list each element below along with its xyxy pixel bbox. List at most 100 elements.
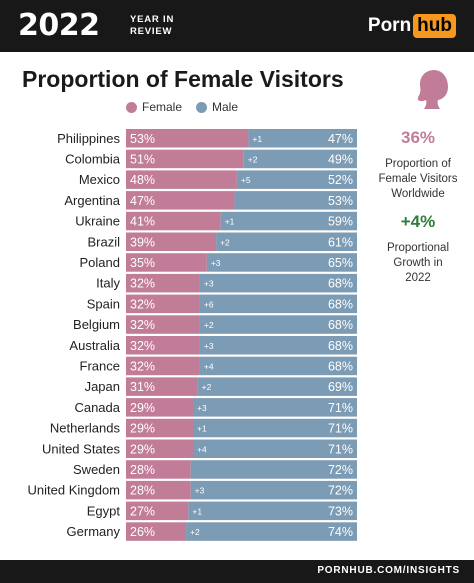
data-label-male: 61% [328, 235, 353, 249]
year-in-review-label: YEAR IN REVIEW [130, 14, 174, 38]
data-label-female: 28% [130, 484, 155, 498]
category-label: Philippines [57, 131, 120, 146]
data-label-male: 68% [328, 359, 353, 373]
data-label-female: 47% [130, 194, 155, 208]
bar-male [186, 522, 357, 541]
worldwide-stat-value: 36% [400, 128, 436, 147]
category-label: Italy [96, 276, 120, 291]
change-label: +2 [190, 527, 200, 537]
worldwide-stat-label-line1: Proportion of [385, 158, 451, 170]
data-label-male: 72% [328, 484, 353, 498]
bar-male [243, 149, 357, 169]
data-label-male: 68% [328, 339, 353, 353]
data-label-male: 71% [328, 401, 353, 415]
change-label: +4 [197, 444, 207, 454]
data-label-male: 53% [328, 194, 353, 208]
category-label: France [80, 358, 120, 373]
bar-male [188, 501, 357, 521]
change-label: +1 [225, 217, 235, 227]
data-label-male: 65% [328, 256, 353, 270]
change-label: +1 [197, 424, 207, 434]
bar-female [126, 129, 249, 148]
worldwide-stat: 36% Proportion of Female Visitors Worldw… [368, 128, 468, 202]
change-label: +1 [252, 134, 262, 144]
change-label: +3 [204, 341, 214, 351]
data-label-female: 48% [130, 173, 155, 187]
change-label: +2 [204, 320, 214, 330]
bar-male [199, 294, 357, 314]
data-label-male: 68% [328, 277, 353, 291]
data-label-male: 68% [328, 318, 353, 332]
category-label: United States [42, 441, 121, 456]
bar-female [126, 170, 237, 189]
category-label: United Kingdom [28, 483, 121, 498]
category-label: Japan [85, 379, 120, 394]
change-label: +2 [202, 382, 212, 392]
bar-male [206, 253, 357, 272]
data-label-female: 53% [130, 132, 155, 146]
data-label-female: 28% [130, 463, 155, 477]
category-label: Brazil [87, 234, 120, 249]
data-label-female: 51% [130, 152, 155, 166]
change-label: +4 [204, 361, 214, 371]
bar-female [126, 232, 217, 251]
chart-title: Proportion of Female Visitors [22, 66, 344, 92]
bar-female [126, 273, 200, 293]
legend-item-female: Female [126, 100, 182, 114]
bar-female [126, 211, 221, 231]
data-label-female: 26% [130, 525, 155, 539]
bar-female [126, 149, 244, 169]
year-title: 2022 [18, 8, 100, 43]
bar-female [126, 356, 200, 376]
data-label-male: 73% [328, 504, 353, 518]
change-label: +6 [204, 299, 214, 309]
category-label: Belgium [73, 317, 120, 332]
data-label-female: 32% [130, 339, 155, 353]
category-label: Germany [67, 524, 121, 539]
bar-female [126, 522, 187, 541]
worldwide-stat-label-line3: Worldwide [391, 188, 445, 200]
growth-stat: +4% Proportional Growth in 2022 [368, 212, 468, 286]
chart-legend: Female Male [126, 100, 252, 114]
data-label-female: 39% [130, 235, 155, 249]
category-label: Colombia [65, 151, 121, 166]
change-label: +3 [211, 258, 221, 268]
header-bar: 2022 YEAR IN REVIEW Porn hub [0, 0, 474, 52]
bar-female [126, 398, 193, 417]
data-label-male: 59% [328, 215, 353, 229]
change-label: +5 [241, 175, 251, 185]
data-label-female: 32% [130, 297, 155, 311]
category-label: Spain [87, 296, 120, 311]
category-label: Argentina [64, 193, 120, 208]
bar-male [190, 460, 357, 479]
change-label: +1 [192, 506, 202, 516]
data-label-male: 71% [328, 442, 353, 456]
bar-female [126, 480, 191, 500]
data-label-female: 32% [130, 277, 155, 291]
data-label-female: 29% [130, 401, 155, 415]
growth-stat-label-line2: Growth in [393, 257, 443, 269]
bar-male [190, 480, 357, 500]
bar-female [126, 418, 193, 438]
bar-female [126, 294, 200, 314]
bar-female [126, 253, 207, 272]
bar-male [216, 232, 357, 251]
bar-male [248, 129, 357, 148]
change-label: +3 [204, 279, 214, 289]
legend-item-male: Male [196, 100, 238, 114]
bar-male [192, 439, 357, 458]
bar-male [199, 273, 357, 293]
data-label-female: 32% [130, 318, 155, 332]
data-label-female: 27% [130, 504, 155, 518]
footer-link[interactable]: PORNHUB.COM/INSIGHTS [317, 565, 460, 576]
worldwide-stat-label-line2: Female Visitors [378, 173, 458, 185]
data-label-male: 74% [328, 525, 353, 539]
bar-male [192, 418, 357, 438]
change-label: +2 [220, 237, 230, 247]
category-label: Australia [69, 338, 120, 353]
bar-male [199, 356, 357, 376]
bar-male [197, 377, 357, 396]
category-label: Egypt [87, 503, 121, 518]
woman-silhouette-icon [417, 70, 448, 109]
